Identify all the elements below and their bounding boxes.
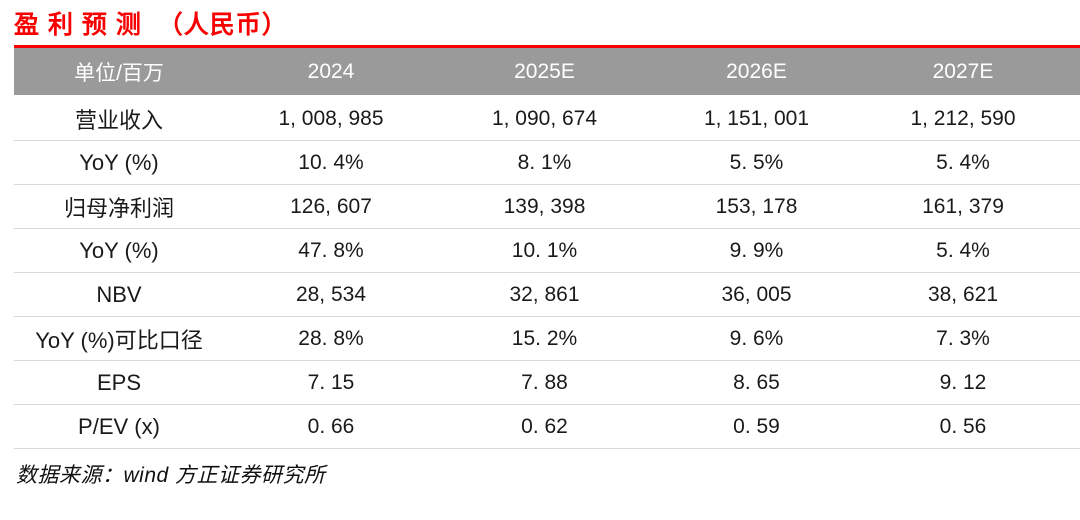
data-cell: 0. 66 (224, 404, 438, 449)
table-row-pev: P/EV (x) 0. 66 0. 62 0. 59 0. 56 (14, 404, 1080, 449)
data-cell: 10. 1% (438, 228, 651, 273)
data-cell: 10. 4% (224, 140, 438, 185)
data-cell: 126, 607 (224, 184, 438, 229)
table-row-revenue-yoy: YoY (%) 10. 4% 8. 1% 5. 5% 5. 4% (14, 140, 1080, 185)
table-row-net-profit-yoy: YoY (%) 47. 8% 10. 1% 9. 9% 5. 4% (14, 228, 1080, 273)
data-cell: 153, 178 (651, 184, 862, 229)
data-cell: 5. 5% (651, 140, 862, 185)
data-cell: 1, 090, 674 (438, 96, 651, 141)
data-cell: 38, 621 (862, 272, 1080, 317)
data-cell: 0. 62 (438, 404, 651, 449)
data-cell: 0. 56 (862, 404, 1080, 449)
data-cell: 1, 151, 001 (651, 96, 862, 141)
data-cell: 7. 15 (224, 360, 438, 405)
profit-forecast-table: 单位/百万 2024 2025E 2026E 2027E 营业收入 1, 008… (14, 45, 1080, 449)
table-header-row: 单位/百万 2024 2025E 2026E 2027E (14, 46, 1080, 98)
data-cell: 5. 4% (862, 140, 1080, 185)
data-cell: 5. 4% (862, 228, 1080, 273)
data-cell: 36, 005 (651, 272, 862, 317)
row-label: 营业收入 (14, 96, 224, 141)
row-label: NBV (14, 272, 224, 317)
header-cell-2024: 2024 (224, 46, 438, 98)
data-cell: 7. 3% (862, 316, 1080, 361)
header-cell-2025e: 2025E (438, 46, 651, 98)
data-cell: 139, 398 (438, 184, 651, 229)
header-cell-2026e: 2026E (651, 46, 862, 98)
row-label: YoY (%) (14, 228, 224, 273)
row-label: YoY (%) (14, 140, 224, 185)
table-row-nbv: NBV 28, 534 32, 861 36, 005 38, 621 (14, 272, 1080, 317)
table-row-nbv-yoy-comparable: YoY (%)可比口径 28. 8% 15. 2% 9. 6% 7. 3% (14, 316, 1080, 361)
data-source-note: 数据来源：wind 方正证券研究所 (16, 464, 326, 487)
data-cell: 9. 6% (651, 316, 862, 361)
data-cell: 32, 861 (438, 272, 651, 317)
data-cell: 8. 65 (651, 360, 862, 405)
row-label: YoY (%)可比口径 (14, 316, 224, 361)
data-cell: 9. 12 (862, 360, 1080, 405)
table-row-net-profit: 归母净利润 126, 607 139, 398 153, 178 161, 37… (14, 184, 1080, 229)
data-cell: 161, 379 (862, 184, 1080, 229)
header-cell-2027e: 2027E (862, 46, 1080, 98)
data-cell: 28, 534 (224, 272, 438, 317)
data-cell: 47. 8% (224, 228, 438, 273)
table-row-eps: EPS 7. 15 7. 88 8. 65 9. 12 (14, 360, 1080, 405)
row-label: P/EV (x) (14, 404, 224, 449)
row-label: 归母净利润 (14, 184, 224, 229)
page-title: 盈 利 预 测 （人民币） (14, 11, 288, 39)
table-row-revenue: 营业收入 1, 008, 985 1, 090, 674 1, 151, 001… (14, 96, 1080, 141)
data-cell: 7. 88 (438, 360, 651, 405)
data-cell: 8. 1% (438, 140, 651, 185)
data-cell: 1, 008, 985 (224, 96, 438, 141)
header-cell-unit: 单位/百万 (14, 46, 224, 98)
row-label: EPS (14, 360, 224, 405)
data-cell: 9. 9% (651, 228, 862, 273)
data-cell: 0. 59 (651, 404, 862, 449)
data-cell: 15. 2% (438, 316, 651, 361)
data-cell: 1, 212, 590 (862, 96, 1080, 141)
data-cell: 28. 8% (224, 316, 438, 361)
